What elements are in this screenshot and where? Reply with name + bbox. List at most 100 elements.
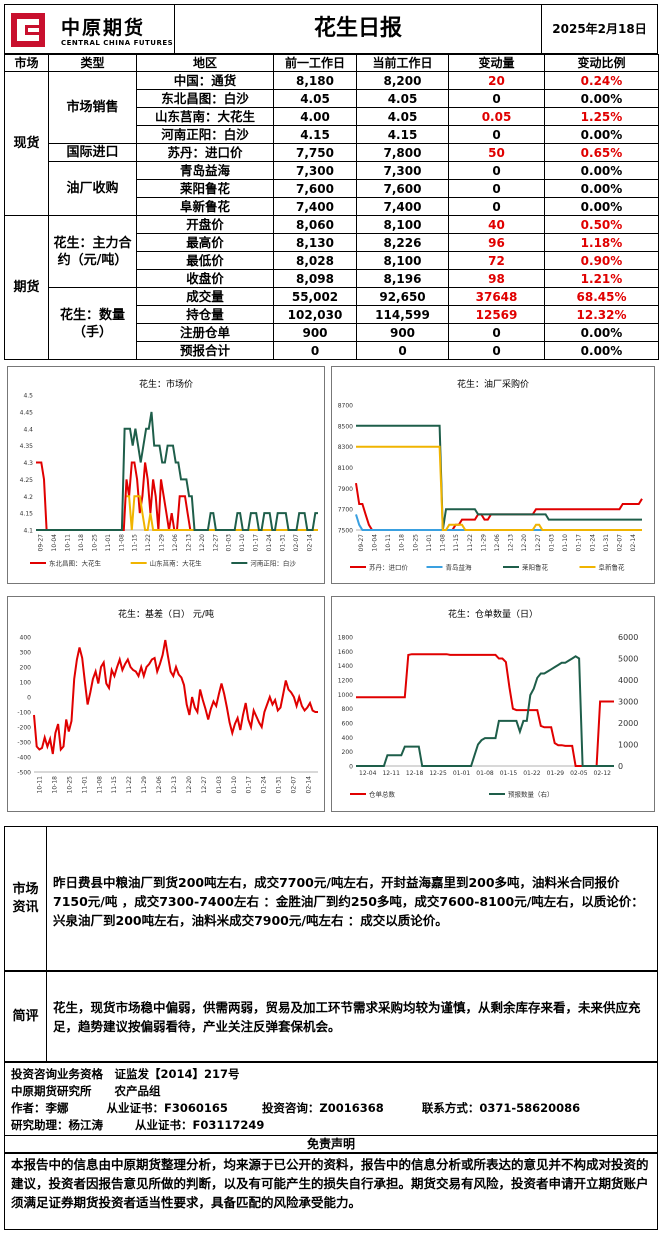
curr-cell: 8,100	[356, 215, 449, 234]
x-tick-label: 12-13	[508, 534, 515, 552]
x-tick-label: 02-12	[594, 770, 612, 777]
x-tick-label: 12-06	[172, 534, 179, 552]
series-line-3	[356, 445, 642, 531]
prev-cell: 4.00	[273, 107, 357, 126]
x-tick-label: 12-13	[185, 534, 192, 552]
table-row: 河南正阳：白沙 4.15 4.15 0 0.00%	[5, 125, 659, 144]
y-tick-label: 4.35	[20, 443, 34, 450]
table-header-row: 市场 类型 地区 前一工作日 当前工作日 变动量 变动比例	[4, 54, 659, 72]
prev-cell: 8,098	[273, 269, 357, 288]
y-tick-label: -100	[17, 710, 31, 717]
pct-cell: 1.25%	[544, 107, 659, 126]
pct-cell: 1.18%	[544, 233, 659, 252]
x-tick-label: 10-25	[66, 776, 73, 794]
report-title: 花生日报	[313, 16, 402, 41]
x-tick-label: 10-18	[78, 534, 85, 552]
price-table: 市场 类型 地区 前一工作日 当前工作日 变动量 变动比例 现货 市场销售 中国：通…	[4, 54, 659, 360]
x-tick-label: 11-01	[426, 534, 433, 552]
chg-cell: 98	[448, 269, 545, 288]
logo-cn-text: 中原期货	[61, 17, 146, 39]
x-tick-label: 02-07	[291, 776, 298, 794]
y2-tick-label: 3000	[618, 698, 638, 707]
x-tick-label: 09-27	[38, 534, 45, 552]
chg-cell: 0	[448, 179, 545, 198]
chg-cell: 0	[448, 125, 545, 144]
x-tick-label: 12-27	[212, 534, 219, 552]
x-tick-label: 02-14	[306, 534, 313, 552]
x-tick-label: 11-15	[111, 776, 118, 794]
y2-tick-label: 1000	[618, 741, 638, 750]
disclaimer-title: 免责声明	[5, 1136, 657, 1153]
type-cell: 国际进口	[48, 143, 137, 162]
region-cell: 阜新鲁花	[136, 197, 274, 216]
y-tick-label: 1200	[338, 678, 353, 685]
chg-cell: 72	[448, 251, 545, 270]
pct-cell: 0.00%	[544, 161, 659, 180]
y2-tick-label: 2000	[618, 719, 638, 728]
series-line-2	[356, 424, 642, 531]
type-cell: 市场销售	[48, 71, 137, 144]
prev-cell: 55,002	[273, 287, 357, 306]
table-row: 期货 花生：主力合约（元/吨） 开盘价 8,060 8,100 40 0.50%	[4, 215, 659, 360]
header-region: 地区	[136, 54, 274, 72]
x-tick-label: 10-04	[51, 534, 58, 552]
pct-cell: 68.45%	[544, 287, 659, 306]
chg-cell: 0	[448, 161, 545, 180]
table-row: 现货 市场销售 中国：通货 8,180 8,200 20 0.24%	[4, 71, 659, 216]
chg-cell: 20	[448, 71, 545, 90]
curr-cell: 7,800	[356, 143, 449, 162]
market-info-section: 市场资讯 昨日费县中粮油厂到货200吨左右，成交7700元/吨左右，开封益海嘉里…	[4, 826, 658, 971]
x-tick-label: 01-10	[239, 534, 246, 552]
curr-cell: 8,196	[356, 269, 449, 288]
x-tick-label: 12-04	[359, 770, 377, 777]
comment-text: 花生，现货市场稳中偏弱，供需两弱，贸易及加工环节需求采购均较为谨慎，从剩余库存来…	[53, 1000, 641, 1034]
market-cell: 期货	[4, 215, 49, 360]
y-tick-label: 7700	[338, 507, 353, 514]
x-tick-label: 12-06	[156, 776, 163, 794]
comment-label: 简评	[5, 972, 47, 1061]
x-tick-label: 01-24	[266, 534, 273, 552]
x-tick-label: 12-11	[382, 770, 400, 777]
x-tick-label: 11-08	[118, 534, 125, 552]
x-tick-label: 11-01	[105, 534, 112, 552]
pct-cell: 0.00%	[544, 323, 659, 342]
contact-phone: 联系方式：0371-58620086	[421, 1101, 581, 1115]
table-row: 山东莒南：大花生 4.00 4.05 0.05 1.25%	[5, 107, 659, 126]
y-tick-label: -200	[17, 725, 31, 732]
x-tick-label: 01-31	[279, 534, 286, 552]
series-line-2	[36, 411, 318, 531]
market-info-text: 昨日费县中粮油厂到货200吨左右，成交7700元/吨左右，开封益海嘉里到200多…	[53, 875, 644, 928]
logo: 中原期货 CENTRAL CHINA FUTURES	[5, 5, 175, 53]
y-tick-label: 8300	[338, 444, 353, 451]
region-cell: 东北昌图：白沙	[136, 89, 274, 108]
prev-cell: 0	[273, 341, 357, 360]
prev-cell: 102,030	[273, 305, 357, 324]
pct-cell: 0.00%	[544, 179, 659, 198]
x-tick-label: 11-29	[159, 534, 166, 552]
pct-cell: 1.21%	[544, 269, 659, 288]
x-tick-label: 11-08	[440, 534, 447, 552]
x-tick-label: 01-10	[231, 776, 238, 794]
y-tick-label: 8700	[338, 403, 353, 410]
series-line-1	[355, 514, 642, 531]
x-tick-label: 01-17	[246, 776, 253, 794]
x-tick-label: 11-15	[453, 534, 460, 552]
legend-label: 青岛益海	[446, 563, 473, 572]
series-line-0	[33, 639, 318, 755]
x-tick-label: 09-27	[358, 534, 365, 552]
x-tick-label: 11-29	[480, 534, 487, 552]
table-row: 持仓量 102,030 114,599 12569 12.32%	[5, 305, 659, 324]
x-tick-label: 12-20	[521, 534, 528, 552]
consult-cert: 投资咨询：Z0016368	[261, 1101, 384, 1115]
curr-cell: 114,599	[356, 305, 449, 324]
x-tick-label: 01-10	[562, 534, 569, 552]
prev-cell: 4.15	[273, 125, 357, 144]
chg-cell: 50	[448, 143, 545, 162]
header-curr: 当前工作日	[356, 54, 449, 72]
curr-cell: 4.15	[356, 125, 449, 144]
x-tick-label: 10-11	[385, 534, 392, 552]
region-cell: 最低价	[136, 251, 274, 270]
y-tick-label: 100	[20, 680, 32, 687]
y-tick-label: 200	[342, 749, 354, 756]
chg-cell: 37648	[448, 287, 545, 306]
